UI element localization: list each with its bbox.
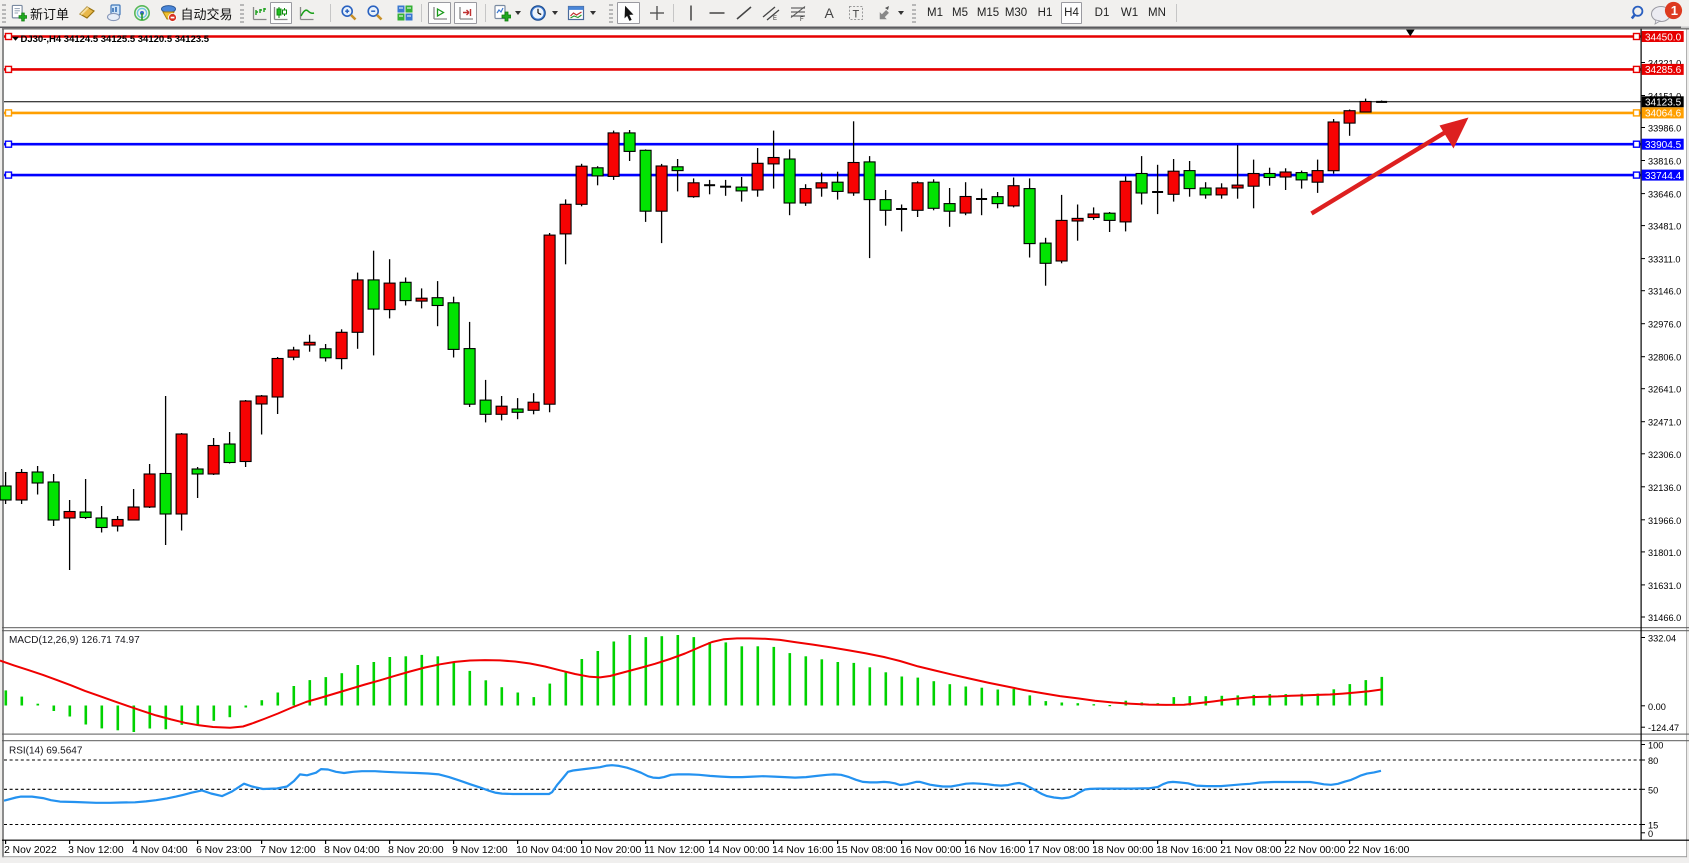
svg-text:32471.0: 32471.0 bbox=[1648, 418, 1681, 428]
svg-text:8 Nov 04:00: 8 Nov 04:00 bbox=[324, 845, 380, 856]
svg-text:A: A bbox=[825, 5, 835, 21]
svg-text:33646.0: 33646.0 bbox=[1648, 190, 1681, 200]
svg-text:10 Nov 04:00: 10 Nov 04:00 bbox=[516, 845, 578, 856]
svg-text:34285.6: 34285.6 bbox=[1645, 65, 1682, 76]
svg-text:34123.5: 34123.5 bbox=[1645, 98, 1682, 109]
svg-text:33481.0: 33481.0 bbox=[1648, 222, 1681, 232]
svg-text:MACD(12,26,9) 126.71 74.97: MACD(12,26,9) 126.71 74.97 bbox=[9, 635, 140, 646]
svg-text:E: E bbox=[773, 16, 777, 22]
svg-text:DJ30-,H4 34124.5 34125.5 3412: DJ30-,H4 34124.5 34125.5 34120.5 34123.5 bbox=[21, 34, 210, 45]
svg-text:33744.4: 33744.4 bbox=[1645, 171, 1682, 182]
svg-text:33311.0: 33311.0 bbox=[1648, 255, 1681, 265]
svg-text:50: 50 bbox=[1648, 785, 1658, 795]
svg-text:16 Nov 00:00: 16 Nov 00:00 bbox=[900, 845, 962, 856]
svg-text:32306.0: 32306.0 bbox=[1648, 450, 1681, 460]
svg-text:32976.0: 32976.0 bbox=[1648, 320, 1681, 330]
svg-text:22 Nov 16:00: 22 Nov 16:00 bbox=[1348, 845, 1410, 856]
svg-text:7 Nov 12:00: 7 Nov 12:00 bbox=[260, 845, 316, 856]
svg-text:9 Nov 12:00: 9 Nov 12:00 bbox=[452, 845, 508, 856]
svg-text:2 Nov 2022: 2 Nov 2022 bbox=[4, 845, 57, 856]
svg-text:14 Nov 00:00: 14 Nov 00:00 bbox=[708, 845, 770, 856]
svg-text:3 Nov 12:00: 3 Nov 12:00 bbox=[68, 845, 124, 856]
svg-text:33816.0: 33816.0 bbox=[1648, 157, 1681, 167]
svg-text:10 Nov 20:00: 10 Nov 20:00 bbox=[580, 845, 642, 856]
svg-text:31966.0: 31966.0 bbox=[1648, 516, 1681, 526]
svg-text:1: 1 bbox=[1671, 3, 1678, 18]
svg-text:34450.0: 34450.0 bbox=[1645, 32, 1682, 43]
svg-text:17 Nov 08:00: 17 Nov 08:00 bbox=[1028, 845, 1090, 856]
svg-text:0: 0 bbox=[1648, 829, 1653, 839]
svg-text:0.00: 0.00 bbox=[1648, 702, 1666, 712]
svg-text:33146.0: 33146.0 bbox=[1648, 287, 1681, 297]
svg-text:100: 100 bbox=[1648, 741, 1663, 751]
svg-text:15: 15 bbox=[1648, 821, 1658, 831]
svg-text:15 Nov 08:00: 15 Nov 08:00 bbox=[836, 845, 898, 856]
svg-text:80: 80 bbox=[1648, 756, 1658, 766]
svg-text:T: T bbox=[853, 9, 860, 21]
svg-text:14 Nov 16:00: 14 Nov 16:00 bbox=[772, 845, 834, 856]
svg-text:34321.0: 34321.0 bbox=[1648, 59, 1681, 69]
svg-text:21 Nov 08:00: 21 Nov 08:00 bbox=[1220, 845, 1282, 856]
svg-text:22 Nov 00:00: 22 Nov 00:00 bbox=[1284, 845, 1346, 856]
svg-text:33904.5: 33904.5 bbox=[1645, 140, 1682, 151]
svg-text:F: F bbox=[800, 17, 804, 22]
svg-text:18 Nov 00:00: 18 Nov 00:00 bbox=[1092, 845, 1154, 856]
svg-text:6 Nov 23:00: 6 Nov 23:00 bbox=[196, 845, 252, 856]
svg-text:32136.0: 32136.0 bbox=[1648, 483, 1681, 493]
svg-text:31801.0: 31801.0 bbox=[1648, 548, 1681, 558]
svg-text:16 Nov 16:00: 16 Nov 16:00 bbox=[964, 845, 1026, 856]
svg-text:18 Nov 16:00: 18 Nov 16:00 bbox=[1156, 845, 1218, 856]
svg-text:8 Nov 20:00: 8 Nov 20:00 bbox=[388, 845, 444, 856]
svg-text:4 Nov 04:00: 4 Nov 04:00 bbox=[132, 845, 188, 856]
svg-text:-124.47: -124.47 bbox=[1648, 723, 1679, 733]
svg-text:34064.6: 34064.6 bbox=[1645, 109, 1682, 120]
svg-text:32641.0: 32641.0 bbox=[1648, 385, 1681, 395]
svg-text:31466.0: 31466.0 bbox=[1648, 613, 1681, 623]
svg-text:11 Nov 12:00: 11 Nov 12:00 bbox=[644, 845, 705, 856]
svg-text:31631.0: 31631.0 bbox=[1648, 581, 1681, 591]
svg-text:32806.0: 32806.0 bbox=[1648, 353, 1681, 363]
svg-text:RSI(14) 69.5647: RSI(14) 69.5647 bbox=[9, 746, 83, 757]
svg-text:33986.0: 33986.0 bbox=[1648, 124, 1681, 134]
svg-text:332.04: 332.04 bbox=[1648, 634, 1676, 644]
